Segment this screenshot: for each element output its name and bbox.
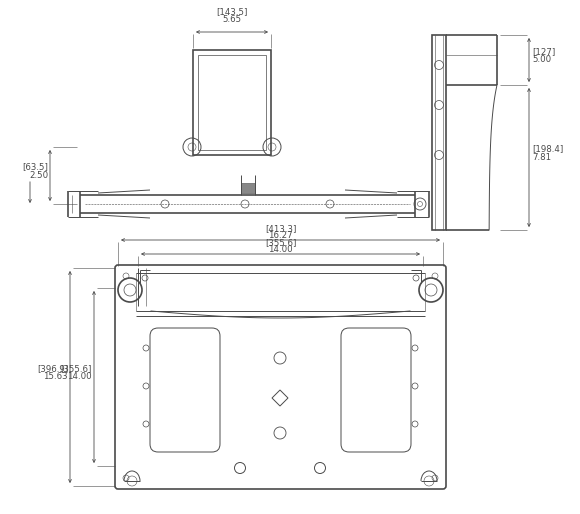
- Text: [63.5]: [63.5]: [22, 162, 48, 172]
- Text: [143.5]: [143.5]: [216, 7, 248, 16]
- Text: 14.00: 14.00: [67, 372, 92, 381]
- Text: [127]: [127]: [532, 47, 555, 56]
- Text: [355.6]: [355.6]: [265, 238, 296, 247]
- Text: 5.00: 5.00: [532, 55, 551, 64]
- Text: 16.27: 16.27: [268, 231, 293, 240]
- Text: [413.3]: [413.3]: [265, 224, 296, 233]
- Text: 2.50: 2.50: [29, 171, 48, 179]
- Bar: [193, 50, 271, 155]
- Text: [355.6]: [355.6]: [61, 364, 92, 373]
- Text: 5.65: 5.65: [223, 15, 241, 24]
- Text: 15.63: 15.63: [44, 372, 68, 381]
- Text: 14.00: 14.00: [268, 245, 293, 254]
- Bar: [241, 183, 255, 193]
- Bar: [198, 55, 266, 150]
- Text: [396.9]: [396.9]: [37, 364, 68, 373]
- Text: [198.4]: [198.4]: [532, 144, 563, 154]
- Bar: [432, 35, 446, 230]
- Text: 7.81: 7.81: [532, 153, 551, 161]
